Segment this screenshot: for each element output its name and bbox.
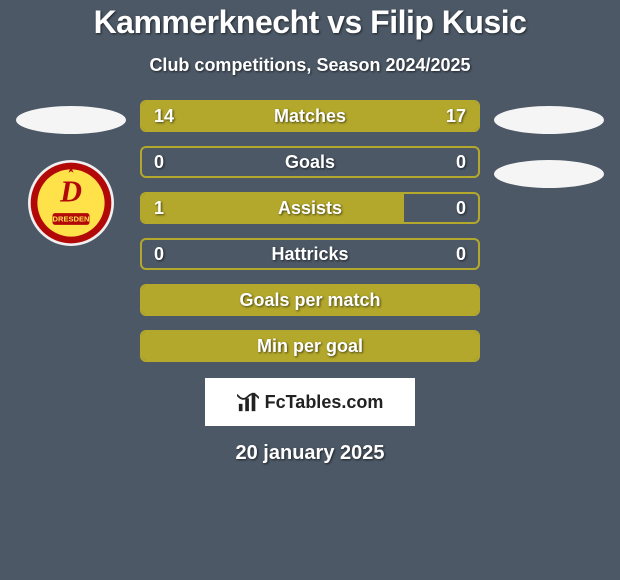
stat-label: Assists bbox=[278, 198, 342, 219]
dynamo-crest-icon: D DRESDEN bbox=[29, 161, 113, 245]
stat-row: Goals per match bbox=[140, 284, 480, 316]
left-column: D DRESDEN bbox=[16, 100, 126, 246]
stat-row: 0 0 Hattricks bbox=[140, 238, 480, 270]
stat-fill-left bbox=[142, 194, 404, 222]
team-left-crest: D DRESDEN bbox=[28, 160, 114, 246]
stat-bars: 14 17 Matches 0 0 Goals 1 0 Assists 0 0 Hattricks Go… bbox=[140, 100, 480, 362]
stat-value-right: 0 bbox=[456, 152, 466, 173]
player-right-ellipse bbox=[494, 106, 604, 134]
stat-value-right: 17 bbox=[446, 106, 466, 127]
stat-row: 1 0 Assists bbox=[140, 192, 480, 224]
stat-value-right: 0 bbox=[456, 198, 466, 219]
page-subtitle: Club competitions, Season 2024/2025 bbox=[149, 55, 470, 76]
stat-value-left: 0 bbox=[154, 152, 164, 173]
team-right-ellipse bbox=[494, 160, 604, 188]
comparison-page: Kammerknecht vs Filip Kusic Club competi… bbox=[0, 0, 620, 580]
bars-chart-icon bbox=[237, 391, 259, 413]
stat-label: Hattricks bbox=[271, 244, 348, 265]
svg-text:D: D bbox=[59, 174, 82, 208]
stat-label: Goals per match bbox=[239, 290, 380, 311]
stat-value-left: 14 bbox=[154, 106, 174, 127]
content-row: D DRESDEN 14 17 Matches 0 0 Goals 1 0 Assists 0 0 H… bbox=[0, 100, 620, 362]
svg-text:DRESDEN: DRESDEN bbox=[53, 214, 90, 223]
stat-label: Matches bbox=[274, 106, 346, 127]
stat-label: Goals bbox=[285, 152, 335, 173]
stat-row: Min per goal bbox=[140, 330, 480, 362]
stat-row: 0 0 Goals bbox=[140, 146, 480, 178]
stat-value-left: 0 bbox=[154, 244, 164, 265]
right-column bbox=[494, 100, 604, 188]
stat-row: 14 17 Matches bbox=[140, 100, 480, 132]
branding-label: FcTables.com bbox=[265, 392, 384, 413]
branding-box: FcTables.com bbox=[205, 378, 415, 426]
stat-value-right: 0 bbox=[456, 244, 466, 265]
page-title: Kammerknecht vs Filip Kusic bbox=[94, 4, 527, 41]
stat-value-left: 1 bbox=[154, 198, 164, 219]
date-label: 20 january 2025 bbox=[236, 442, 385, 465]
stat-label: Min per goal bbox=[257, 336, 363, 357]
player-left-ellipse bbox=[16, 106, 126, 134]
